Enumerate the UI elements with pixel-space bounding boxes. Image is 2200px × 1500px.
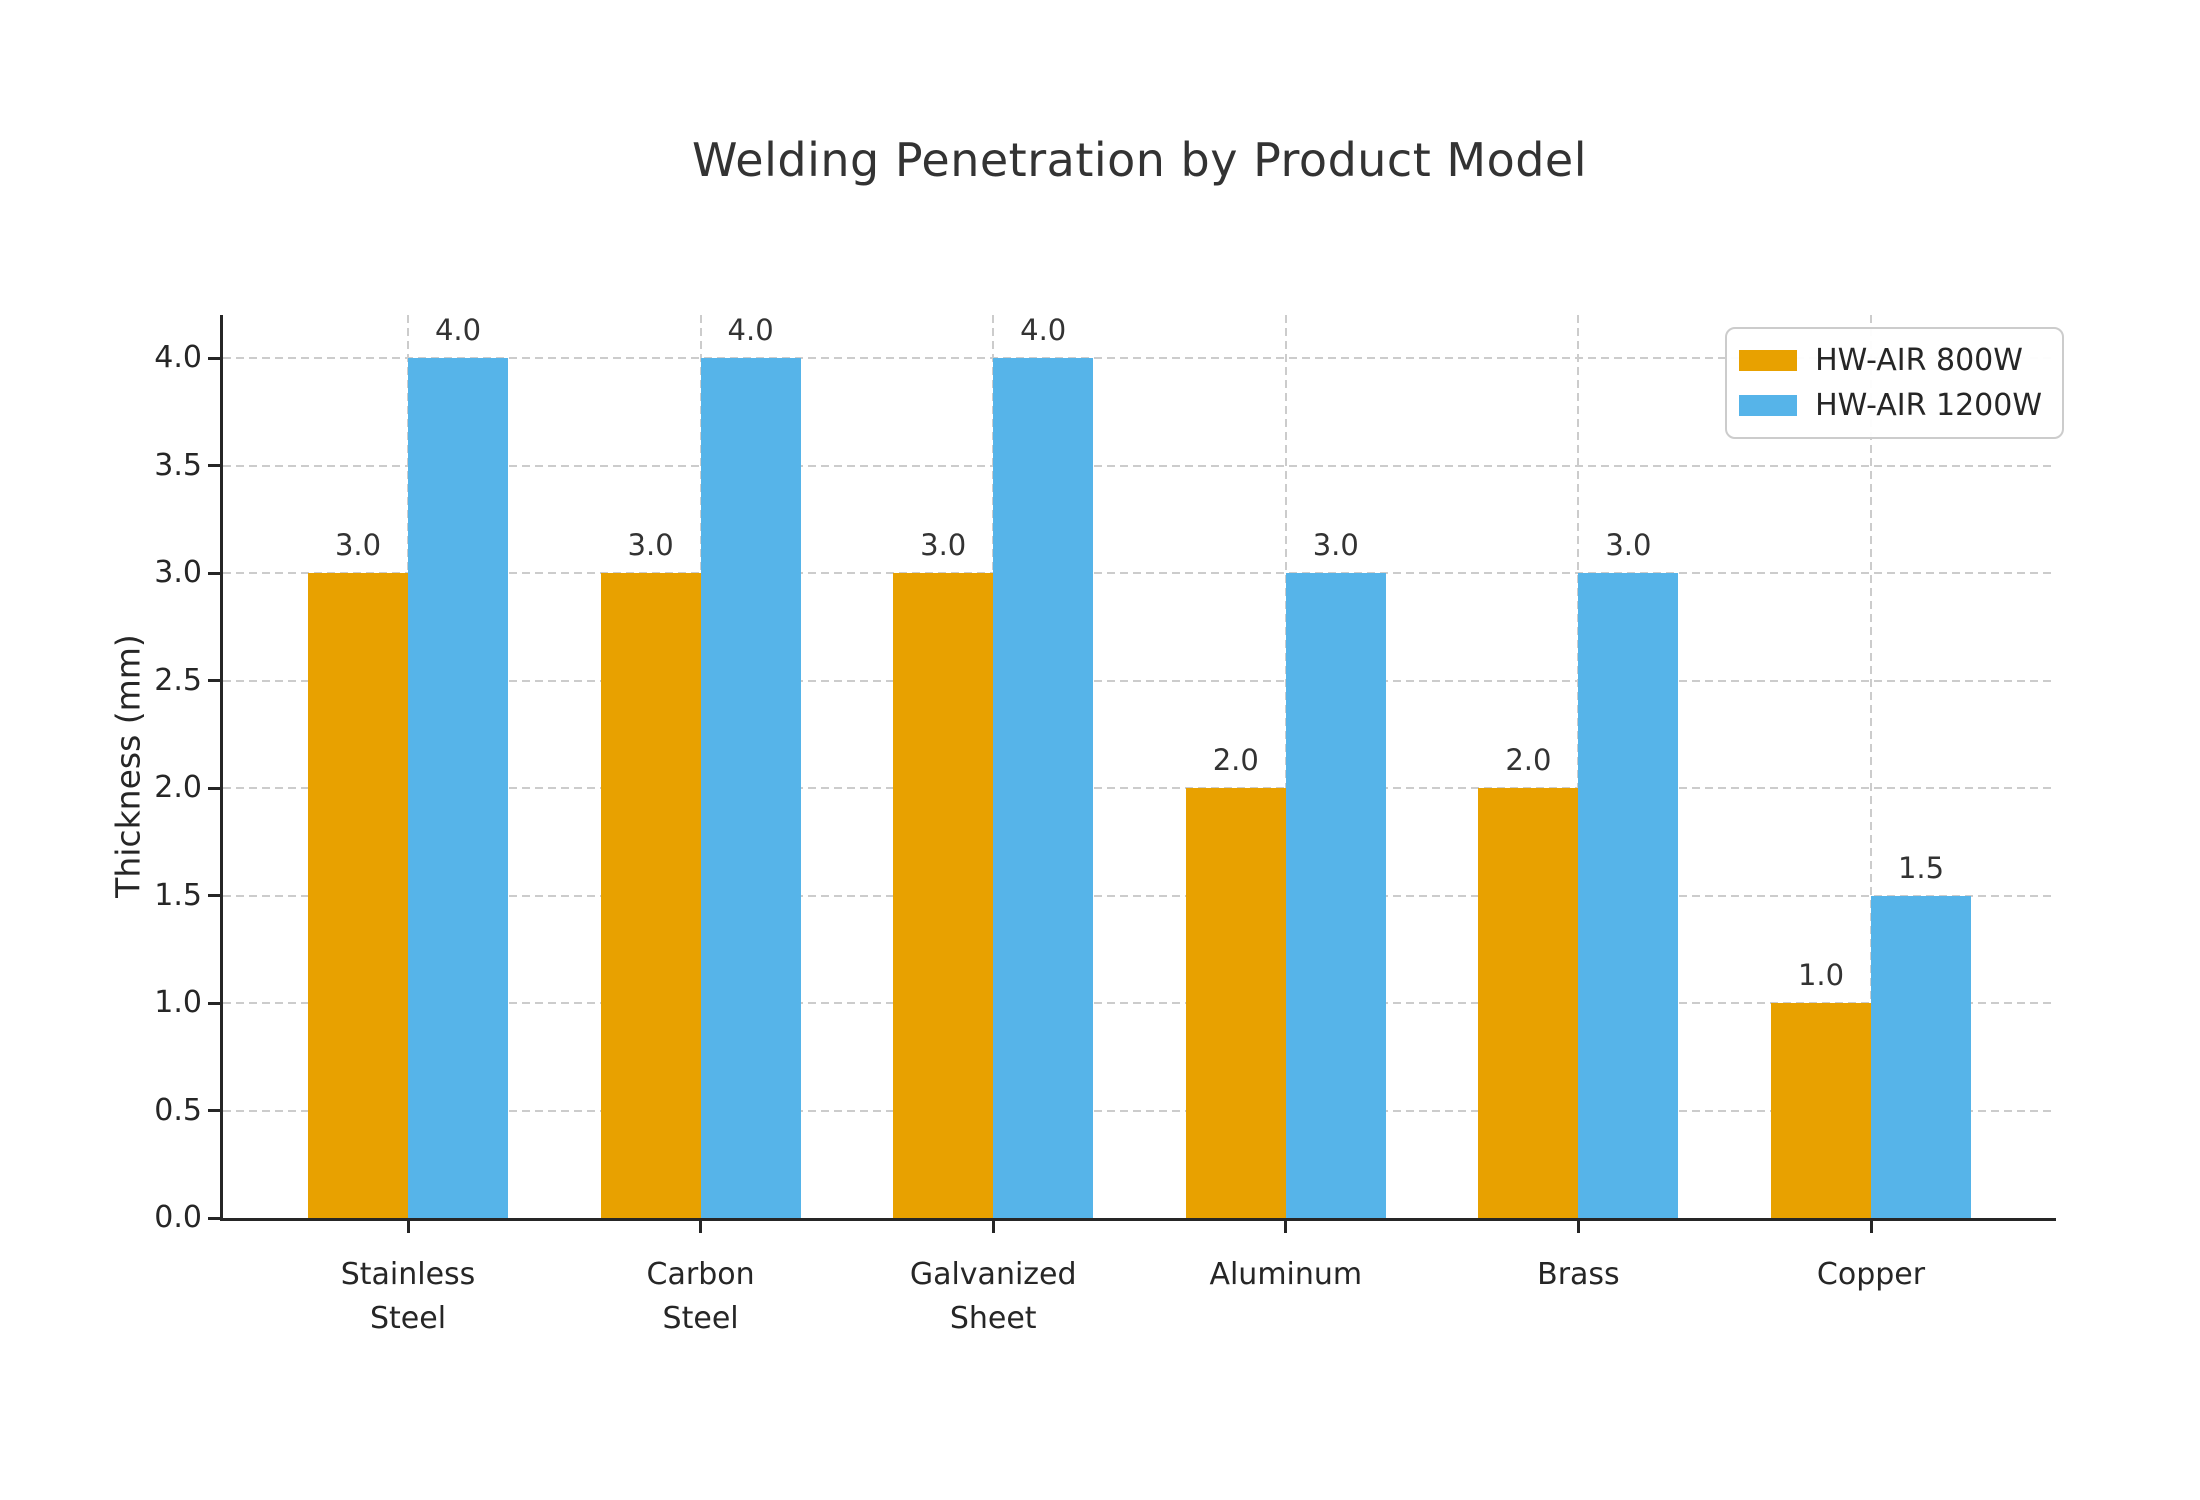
y-tick-label: 0.5 (154, 1092, 202, 1128)
y-tick-mark (208, 894, 220, 897)
gridline-vertical (1870, 315, 1872, 1218)
y-tick-mark (208, 464, 220, 467)
bar (893, 573, 994, 1218)
x-tick-mark (1576, 1221, 1580, 1233)
gridline-horizontal (223, 894, 2056, 897)
y-tick-mark (208, 786, 220, 790)
bar (1478, 788, 1579, 1218)
gridline-horizontal (223, 357, 2056, 359)
bar (993, 358, 1094, 1218)
gridline-horizontal (223, 1002, 2056, 1004)
bar (1185, 788, 1286, 1218)
bar-value-label: 1.0 (1797, 958, 1845, 992)
y-tick-label: 1.0 (154, 985, 202, 1020)
bar (600, 573, 701, 1218)
bar (1871, 895, 1971, 1218)
chart-title: Welding Penetration by Product Model (692, 133, 1587, 187)
x-tick-label: Brass (1537, 1257, 1620, 1292)
y-tick-mark (208, 1109, 220, 1112)
bar-value-label: 3.0 (334, 528, 382, 562)
legend-swatch-series-800w (1739, 350, 1798, 371)
legend-label-series-1200w: HW-AIR 1200W (1815, 388, 2042, 423)
bar (700, 358, 801, 1218)
x-tick-label: Carbon Steel (646, 1257, 755, 1336)
bar (1771, 1003, 1871, 1218)
bar (1285, 573, 1386, 1218)
bar-value-label: 3.0 (627, 528, 674, 562)
bar-value-label: 3.0 (920, 528, 967, 562)
bar-value-label: 4.0 (434, 313, 482, 347)
bar (1578, 573, 1679, 1218)
x-tick-mark (1869, 1221, 1873, 1233)
y-tick-label: 2.0 (154, 770, 202, 805)
bar-value-label: 4.0 (1020, 313, 1067, 347)
y-tick-label: 3.5 (154, 447, 202, 483)
legend: HW-AIR 800W HW-AIR 1200W (1725, 327, 2064, 439)
y-tick-mark (208, 1001, 220, 1005)
y-axis-spine (220, 315, 223, 1221)
x-tick-label: Aluminum (1209, 1257, 1363, 1292)
bar (408, 358, 508, 1218)
y-tick-label: 4.0 (154, 340, 202, 375)
bar-value-label: 2.0 (1212, 743, 1259, 777)
x-tick-mark (406, 1221, 410, 1233)
x-tick-label: Galvanized Sheet (909, 1257, 1077, 1336)
bar-value-label: 3.0 (1312, 528, 1359, 562)
y-tick-label: 2.5 (154, 662, 202, 698)
gridline-horizontal (223, 464, 2056, 467)
legend-item: HW-AIR 800W (1739, 343, 2042, 378)
x-tick-label: Copper (1816, 1257, 1926, 1292)
bar-value-label: 4.0 (727, 313, 774, 347)
legend-label-series-800w: HW-AIR 800W (1815, 343, 2023, 378)
bar-value-label: 3.0 (1605, 528, 1652, 562)
gridline-horizontal (223, 1109, 2056, 1112)
y-tick-label: 1.5 (154, 877, 202, 913)
gridline-horizontal (223, 679, 2056, 682)
legend-item: HW-AIR 1200W (1739, 388, 2042, 423)
y-tick-label: 3.0 (154, 555, 202, 590)
gridline-horizontal (223, 787, 2056, 789)
y-tick-mark (208, 356, 220, 360)
x-tick-mark (699, 1221, 703, 1233)
gridline-horizontal (223, 572, 2056, 574)
bar (308, 573, 408, 1218)
y-tick-mark (208, 1216, 220, 1220)
y-tick-mark (208, 679, 220, 682)
plot-area: 0.0 0.5 1.0 1.5 2.0 2.5 3.0 3.5 4.0 Stainless Ste… (154, 313, 2064, 1336)
bar-value-label: 1.5 (1897, 850, 1945, 885)
x-axis-spine (220, 1218, 2056, 1221)
y-tick-mark (208, 571, 220, 575)
x-tick-mark (1284, 1221, 1288, 1233)
x-tick-label: Stainless Steel (340, 1257, 476, 1336)
bar-value-label: 2.0 (1505, 743, 1552, 777)
x-tick-mark (991, 1221, 995, 1233)
y-tick-label: 0.0 (154, 1200, 202, 1235)
legend-swatch-series-1200w (1739, 395, 1798, 416)
